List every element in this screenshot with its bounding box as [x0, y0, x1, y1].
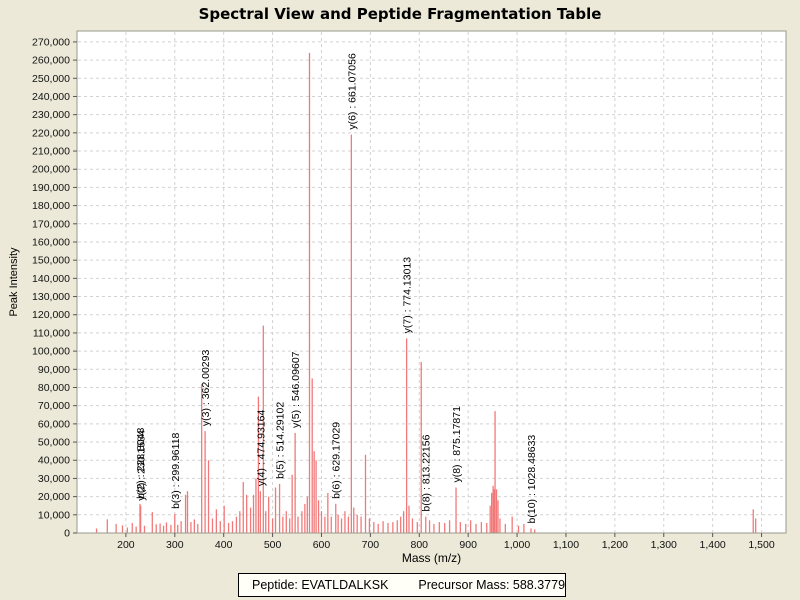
x-tick-label: 1,500 — [748, 539, 774, 551]
x-tick-label: 1,200 — [602, 539, 628, 551]
y-tick-label: 0 — [64, 528, 70, 540]
y-tick-label: 70,000 — [38, 400, 70, 412]
x-tick-label: 200 — [117, 539, 135, 551]
peak-annotation: y(3) : 362.00293 — [200, 350, 212, 427]
peak-annotation: y(8) : 875.17871 — [451, 406, 463, 483]
peptide-label: Peptide: EVATLDALKSK — [252, 578, 389, 592]
x-tick-label: 300 — [166, 539, 184, 551]
y-tick-label: 240,000 — [32, 91, 70, 103]
y-tick-label: 50,000 — [38, 437, 70, 449]
x-tick-label: 1,400 — [700, 539, 726, 551]
y-axis-label: Peak Intensity — [8, 247, 20, 317]
peak-annotation: y(2) : 230.1584 — [136, 430, 148, 501]
y-tick-label: 10,000 — [38, 509, 70, 521]
y-tick-label: 60,000 — [38, 418, 70, 430]
x-tick-label: 1,000 — [504, 539, 530, 551]
y-tick-label: 200,000 — [32, 164, 70, 176]
page-title: Spectral View and Peptide Fragmentation … — [198, 5, 602, 23]
precursor-mass-label: Precursor Mass: 588.3779 — [418, 578, 566, 592]
y-tick-label: 230,000 — [32, 109, 70, 121]
x-tick-label: 400 — [215, 539, 233, 551]
y-tick-label: 40,000 — [38, 455, 70, 467]
x-tick-label: 700 — [362, 539, 380, 551]
x-tick-label: 800 — [411, 539, 429, 551]
peak-annotation: y(7) : 774.13013 — [402, 257, 414, 334]
y-tick-label: 100,000 — [32, 346, 70, 358]
y-tick-label: 130,000 — [32, 291, 70, 303]
y-tick-label: 180,000 — [32, 200, 70, 212]
peak-annotation: y(4) : 474.93164 — [255, 410, 267, 487]
peak-annotation: b(10) : 1028.48633 — [526, 435, 538, 524]
x-tick-label: 500 — [264, 539, 282, 551]
y-tick-label: 120,000 — [32, 309, 70, 321]
y-tick-label: 160,000 — [32, 236, 70, 248]
x-tick-label: 900 — [459, 539, 477, 551]
x-axis-label: Mass (m/z) — [401, 551, 462, 565]
peak-annotation: y(5) : 546.09607 — [290, 351, 302, 428]
peak-annotation: b(6) : 629.17029 — [331, 422, 343, 499]
y-tick-label: 270,000 — [32, 36, 70, 48]
y-tick-label: 210,000 — [32, 146, 70, 158]
y-tick-label: 260,000 — [32, 55, 70, 67]
y-tick-label: 220,000 — [32, 127, 70, 139]
y-tick-label: 170,000 — [32, 218, 70, 230]
y-tick-label: 110,000 — [33, 327, 70, 339]
peak-annotation: b(3) : 299.96118 — [170, 432, 182, 508]
peak-annotation: b(5) : 514.29102 — [275, 402, 287, 479]
x-tick-label: 1,100 — [553, 539, 579, 551]
peak-annotation: y(6) : 661.07056 — [346, 53, 358, 130]
x-tick-label: 600 — [313, 539, 331, 551]
y-tick-label: 80,000 — [38, 382, 70, 394]
y-tick-label: 20,000 — [38, 491, 70, 503]
y-tick-label: 30,000 — [38, 473, 70, 485]
y-tick-label: 250,000 — [32, 73, 70, 85]
x-tick-label: 1,300 — [651, 539, 677, 551]
peak-annotation: b(8) : 813.22156 — [421, 434, 433, 511]
y-tick-label: 190,000 — [32, 182, 70, 194]
y-tick-label: 90,000 — [38, 364, 70, 376]
peptide-info-box: Peptide: EVATLDALKSK Precursor Mass: 588… — [238, 573, 566, 597]
y-tick-label: 150,000 — [32, 255, 70, 267]
y-tick-label: 140,000 — [32, 273, 70, 285]
peak-annotation: b(2) : 228.8048 — [135, 428, 147, 499]
